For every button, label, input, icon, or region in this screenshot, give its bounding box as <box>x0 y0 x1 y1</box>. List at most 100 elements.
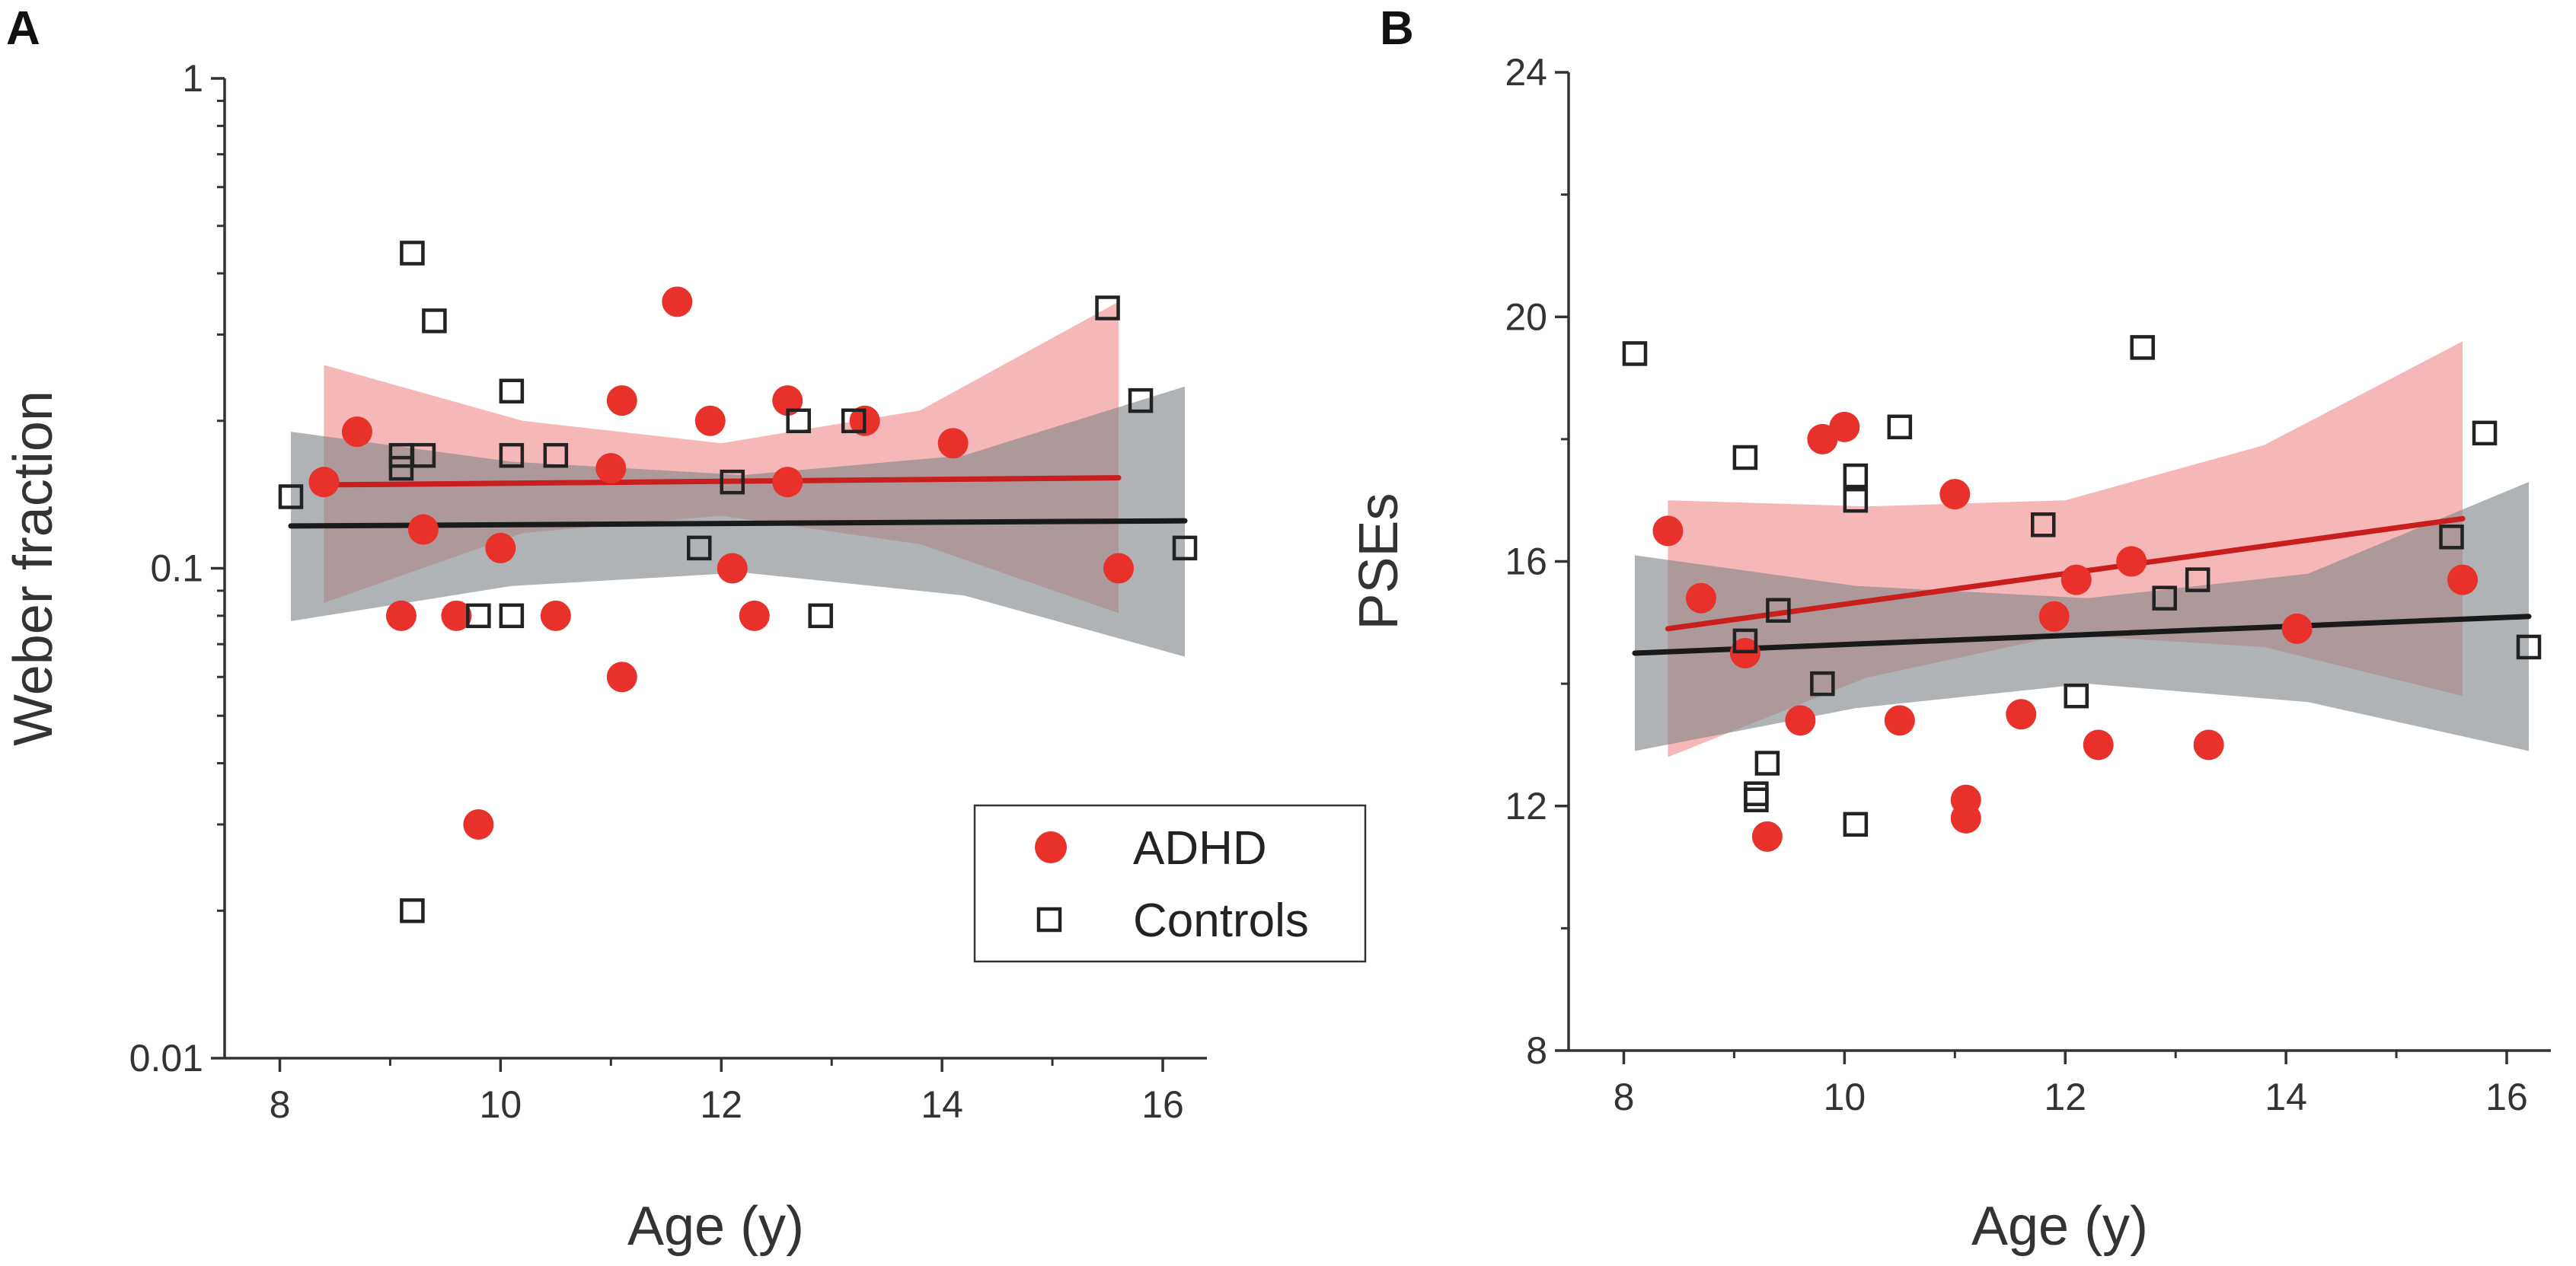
adhd-point <box>772 467 803 498</box>
adhd-point <box>606 385 637 416</box>
y-axis-title-a: Weber fraction <box>3 391 64 746</box>
legend-adhd-label: ADHD <box>1133 822 1267 875</box>
panel-a: A 8 10 12 14 16 0.01 0.1 1 Age (y) Weber fracti… <box>3 2 1367 1257</box>
y-tick-label: 12 <box>1505 785 1547 828</box>
x-tick-label: 16 <box>2485 1076 2528 1118</box>
controls-point <box>543 442 569 468</box>
controls-point <box>1128 387 1154 413</box>
adhd-point <box>1103 553 1135 584</box>
panel-label-b: B <box>1380 2 1414 55</box>
adhd-point <box>385 600 417 631</box>
controls-point <box>1732 628 1758 654</box>
legend-controls-marker <box>1036 907 1062 933</box>
adhd-point <box>1829 411 1860 442</box>
controls-point <box>2516 634 2542 660</box>
controls-point <box>1732 445 1758 470</box>
confidence-band-controls <box>1635 482 2529 751</box>
adhd-point <box>341 416 372 448</box>
x-tick-label: 12 <box>2044 1076 2086 1118</box>
adhd-point <box>694 405 726 436</box>
adhd-point <box>308 467 340 498</box>
x-tick-label: 14 <box>2265 1076 2307 1118</box>
adhd-point <box>1950 802 1981 834</box>
controls-point <box>2185 567 2211 592</box>
controls-point <box>2152 585 2177 611</box>
controls-point <box>2130 335 2155 360</box>
controls-point <box>400 898 425 923</box>
adhd-point <box>2006 699 2037 730</box>
fit-line-controls <box>288 518 1188 529</box>
panel-b: B 8 10 12 14 16 8 12 16 20 24 Age (y) PSEs <box>1349 2 2551 1257</box>
controls-point <box>786 408 811 434</box>
x-tick-label: 16 <box>1141 1083 1184 1126</box>
adhd-point <box>1751 821 1783 852</box>
adhd-point <box>717 553 748 584</box>
adhd-point <box>463 808 494 840</box>
x-tick-label: 10 <box>480 1083 522 1126</box>
controls-point <box>1744 787 1769 812</box>
x-axis-title-a: Age (y) <box>627 1196 804 1257</box>
x-axis-title-b: Age (y) <box>1971 1196 2148 1257</box>
controls-point <box>2439 525 2464 550</box>
controls-point <box>422 308 447 333</box>
controls-point <box>808 603 833 629</box>
adhd-point <box>772 385 803 416</box>
controls-point <box>499 378 525 403</box>
controls-point <box>1810 671 1835 697</box>
legend-adhd-marker <box>1035 831 1067 863</box>
controls-point <box>388 455 414 481</box>
legend-box <box>973 804 1367 963</box>
adhd-point <box>2193 729 2224 761</box>
controls-point <box>1843 812 1869 837</box>
x-tick-label: 14 <box>921 1083 963 1126</box>
adhd-point <box>1785 705 1816 736</box>
y-tick-label: 0.1 <box>150 547 203 590</box>
x-tick-label: 12 <box>700 1083 742 1126</box>
adhd-point <box>2038 601 2070 632</box>
controls-point <box>720 469 745 495</box>
y-tick-label: 8 <box>1526 1029 1547 1072</box>
adhd-point <box>606 662 637 693</box>
controls-point <box>687 535 712 561</box>
controls-point <box>1754 751 1780 776</box>
adhd-point <box>1685 582 1716 614</box>
adhd-point <box>540 600 571 631</box>
adhd-point <box>1652 515 1684 547</box>
controls-point <box>1887 414 1913 440</box>
controls-point <box>1095 295 1120 320</box>
adhd-point <box>407 514 439 545</box>
adhd-point <box>441 600 472 631</box>
x-tick-label: 8 <box>1614 1076 1635 1118</box>
controls-point <box>1766 598 1791 623</box>
controls-point <box>466 603 491 629</box>
adhd-point <box>662 286 693 317</box>
fit-line-controls <box>1632 614 2532 656</box>
controls-point <box>841 408 867 434</box>
y-axis-title-b: PSEs <box>1349 493 1409 630</box>
adhd-point <box>2447 564 2479 595</box>
controls-point <box>2031 512 2056 537</box>
panel-label-a: A <box>6 2 40 55</box>
x-tick-label: 10 <box>1824 1076 1866 1118</box>
adhd-point <box>2281 613 2313 644</box>
controls-point <box>499 603 525 629</box>
controls-point <box>2064 683 2089 709</box>
x-tick-label: 8 <box>270 1083 291 1126</box>
legend: ADHD Controls <box>973 804 1367 963</box>
adhd-point <box>595 453 627 484</box>
controls-point <box>1843 463 1869 489</box>
adhd-point <box>485 532 516 563</box>
adhd-point <box>2060 564 2092 595</box>
adhd-point <box>739 600 770 631</box>
controls-point <box>410 442 436 468</box>
controls-point <box>400 241 425 266</box>
y-tick-label: 20 <box>1505 295 1547 338</box>
y-tick-label: 0.01 <box>129 1037 203 1079</box>
controls-point <box>278 484 304 509</box>
controls-point <box>1744 781 1769 806</box>
adhd-point <box>1884 705 1915 736</box>
controls-point <box>2472 420 2498 446</box>
y-tick-label: 16 <box>1505 541 1547 583</box>
adhd-point <box>937 428 969 459</box>
y-tick-label: 1 <box>182 57 203 100</box>
